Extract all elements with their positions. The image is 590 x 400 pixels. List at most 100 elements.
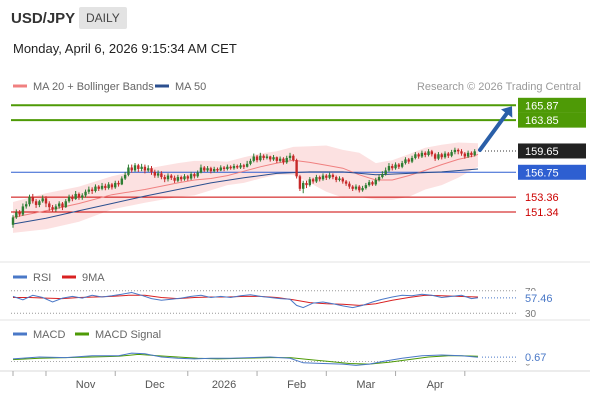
candle-body [440, 154, 443, 158]
candle-body [226, 166, 229, 169]
candle-body [394, 164, 397, 169]
candle-body [18, 212, 21, 215]
candle-body [57, 203, 61, 207]
candle-body [348, 183, 351, 187]
candle-body [107, 184, 110, 189]
candle-body [206, 168, 209, 171]
candle-body [328, 174, 331, 178]
candle-body [183, 176, 186, 180]
candle-body [147, 168, 150, 171]
candle-body [249, 160, 252, 164]
legend-label-rsi-ma9: 9MA [82, 272, 105, 284]
timestamp: Monday, April 6, 2026 9:15:34 AM CET [13, 41, 237, 56]
candle-body [427, 151, 430, 156]
time-axis-label: 2026 [212, 379, 236, 391]
candle-body [127, 167, 130, 175]
candle-body [272, 157, 275, 160]
candle-body [170, 175, 173, 178]
candle-body [344, 181, 348, 184]
candle-body [173, 177, 176, 181]
candle-body [87, 189, 91, 192]
level-label-support: 151.34 [525, 207, 559, 219]
candle-body [397, 164, 401, 167]
candle-body [292, 155, 295, 161]
candle-body [179, 177, 183, 180]
candle-body [186, 176, 189, 179]
candle-body [331, 174, 335, 178]
candle-body [229, 166, 232, 169]
candle-body [252, 156, 255, 161]
candle-body [407, 159, 410, 162]
time-axis-label: Dec [145, 379, 165, 391]
candle-body [140, 166, 143, 169]
candle-body [143, 166, 147, 171]
candle-body [334, 177, 338, 180]
period-badge[interactable]: DAILY [79, 7, 127, 29]
candle-body [48, 203, 51, 208]
candle-body [437, 154, 440, 159]
rsi-current-label: 57.46 [525, 293, 553, 305]
candle-body [463, 153, 467, 157]
candle-body [384, 170, 387, 175]
candle-body [265, 156, 269, 158]
candle-body [90, 189, 94, 191]
macd-signal-line [12, 353, 479, 365]
candle-body [31, 196, 34, 202]
candle-body [305, 182, 308, 186]
attribution: Research © 2026 Trading Central [417, 81, 581, 93]
candle-body [367, 182, 371, 186]
candle-body [100, 185, 104, 189]
candle-body [34, 201, 38, 205]
candle-body [470, 152, 473, 156]
candle-body [447, 153, 450, 156]
candle-body [377, 177, 381, 180]
candle-body [28, 196, 31, 205]
candle-body [381, 174, 384, 178]
candle-body [193, 174, 196, 177]
candle-body [222, 167, 226, 169]
candle-body [262, 155, 265, 158]
candle-body [97, 186, 100, 189]
candle-body [308, 179, 312, 186]
candle-body [166, 175, 170, 180]
candle-body [242, 165, 246, 167]
candle-body [196, 172, 199, 177]
candle-body [11, 217, 15, 225]
candle-body [189, 174, 193, 179]
candle-body [74, 193, 77, 200]
legend-label-ma20: MA 20 + Bollinger Bands [33, 81, 154, 93]
candle-body [321, 175, 325, 180]
level-tag-resistance [518, 112, 586, 128]
candle-body [371, 182, 374, 185]
candle-body [453, 149, 457, 153]
candle-body [354, 186, 358, 189]
candle-body [288, 155, 292, 158]
candle-body [44, 198, 48, 204]
level-label-pivot: 156.75 [525, 167, 559, 179]
candle-body [163, 177, 166, 180]
candle-body [153, 171, 157, 176]
candle-body [400, 163, 404, 167]
candle-body [94, 186, 97, 191]
macd-label-bg [519, 350, 553, 365]
candle-body [236, 166, 239, 168]
time-axis-label: Nov [76, 379, 96, 391]
ma50-line [12, 168, 479, 225]
legend-label-macd-signal: MACD Signal [95, 329, 161, 341]
candle-body [424, 152, 427, 156]
candle-body [77, 193, 81, 198]
candle-body [338, 178, 341, 180]
level-tag-resistance [518, 97, 586, 113]
rsi-line [12, 291, 479, 309]
candle-body [84, 191, 87, 196]
candle-body [351, 186, 354, 189]
candle-body [54, 206, 58, 210]
target-arrow-shaft [478, 111, 509, 152]
candle-body [232, 166, 236, 169]
level-label-support: 153.36 [525, 192, 559, 204]
candle-body [51, 207, 54, 210]
level-label-resistance: 163.85 [525, 115, 559, 127]
candle-body [361, 188, 364, 191]
candle-body [318, 177, 321, 180]
candle-body [110, 184, 114, 188]
